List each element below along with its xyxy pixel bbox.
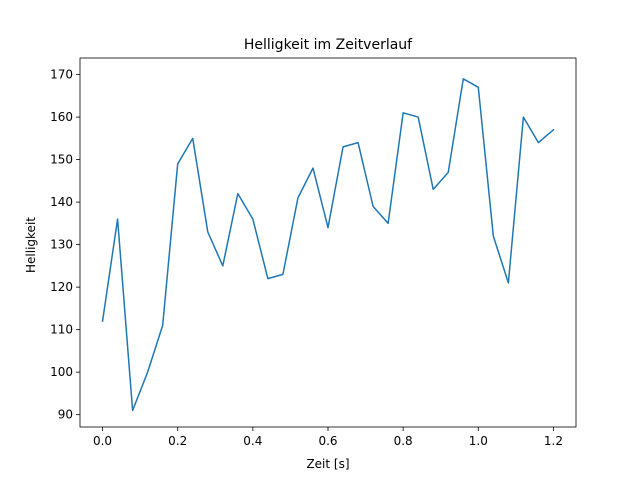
plot-frame [79,57,577,428]
x-tick-label: 0.0 [93,434,112,448]
x-tick-label: 0.2 [168,434,187,448]
y-tick-label: 170 [50,68,73,82]
y-tick-label: 110 [50,323,73,337]
y-tick-label: 120 [50,280,73,294]
x-tick-label: 1.0 [469,434,488,448]
plot-area: 0.0 0.2 0.4 0.6 0.8 1.0 1.2 90 100 110 120 130 140 15… [50,57,577,448]
y-tick-label: 130 [50,238,73,252]
x-tick-label: 0.8 [394,434,413,448]
y-axis-label: Helligkeit [24,217,38,273]
y-tick-label: 140 [50,195,73,209]
y-tick-label: 160 [50,110,73,124]
y-tick-label: 150 [50,153,73,167]
series-line-0 [101,78,555,412]
y-tick-label: 100 [50,365,73,379]
x-tick-label: 0.6 [318,434,337,448]
x-axis-label: Zeit [s] [306,457,349,471]
chart-title: Helligkeit im Zeitverlauf [244,37,413,53]
x-tick-label: 1.2 [544,434,563,448]
y-tick-label: 90 [58,408,73,422]
x-tick-label: 0.4 [243,434,262,448]
